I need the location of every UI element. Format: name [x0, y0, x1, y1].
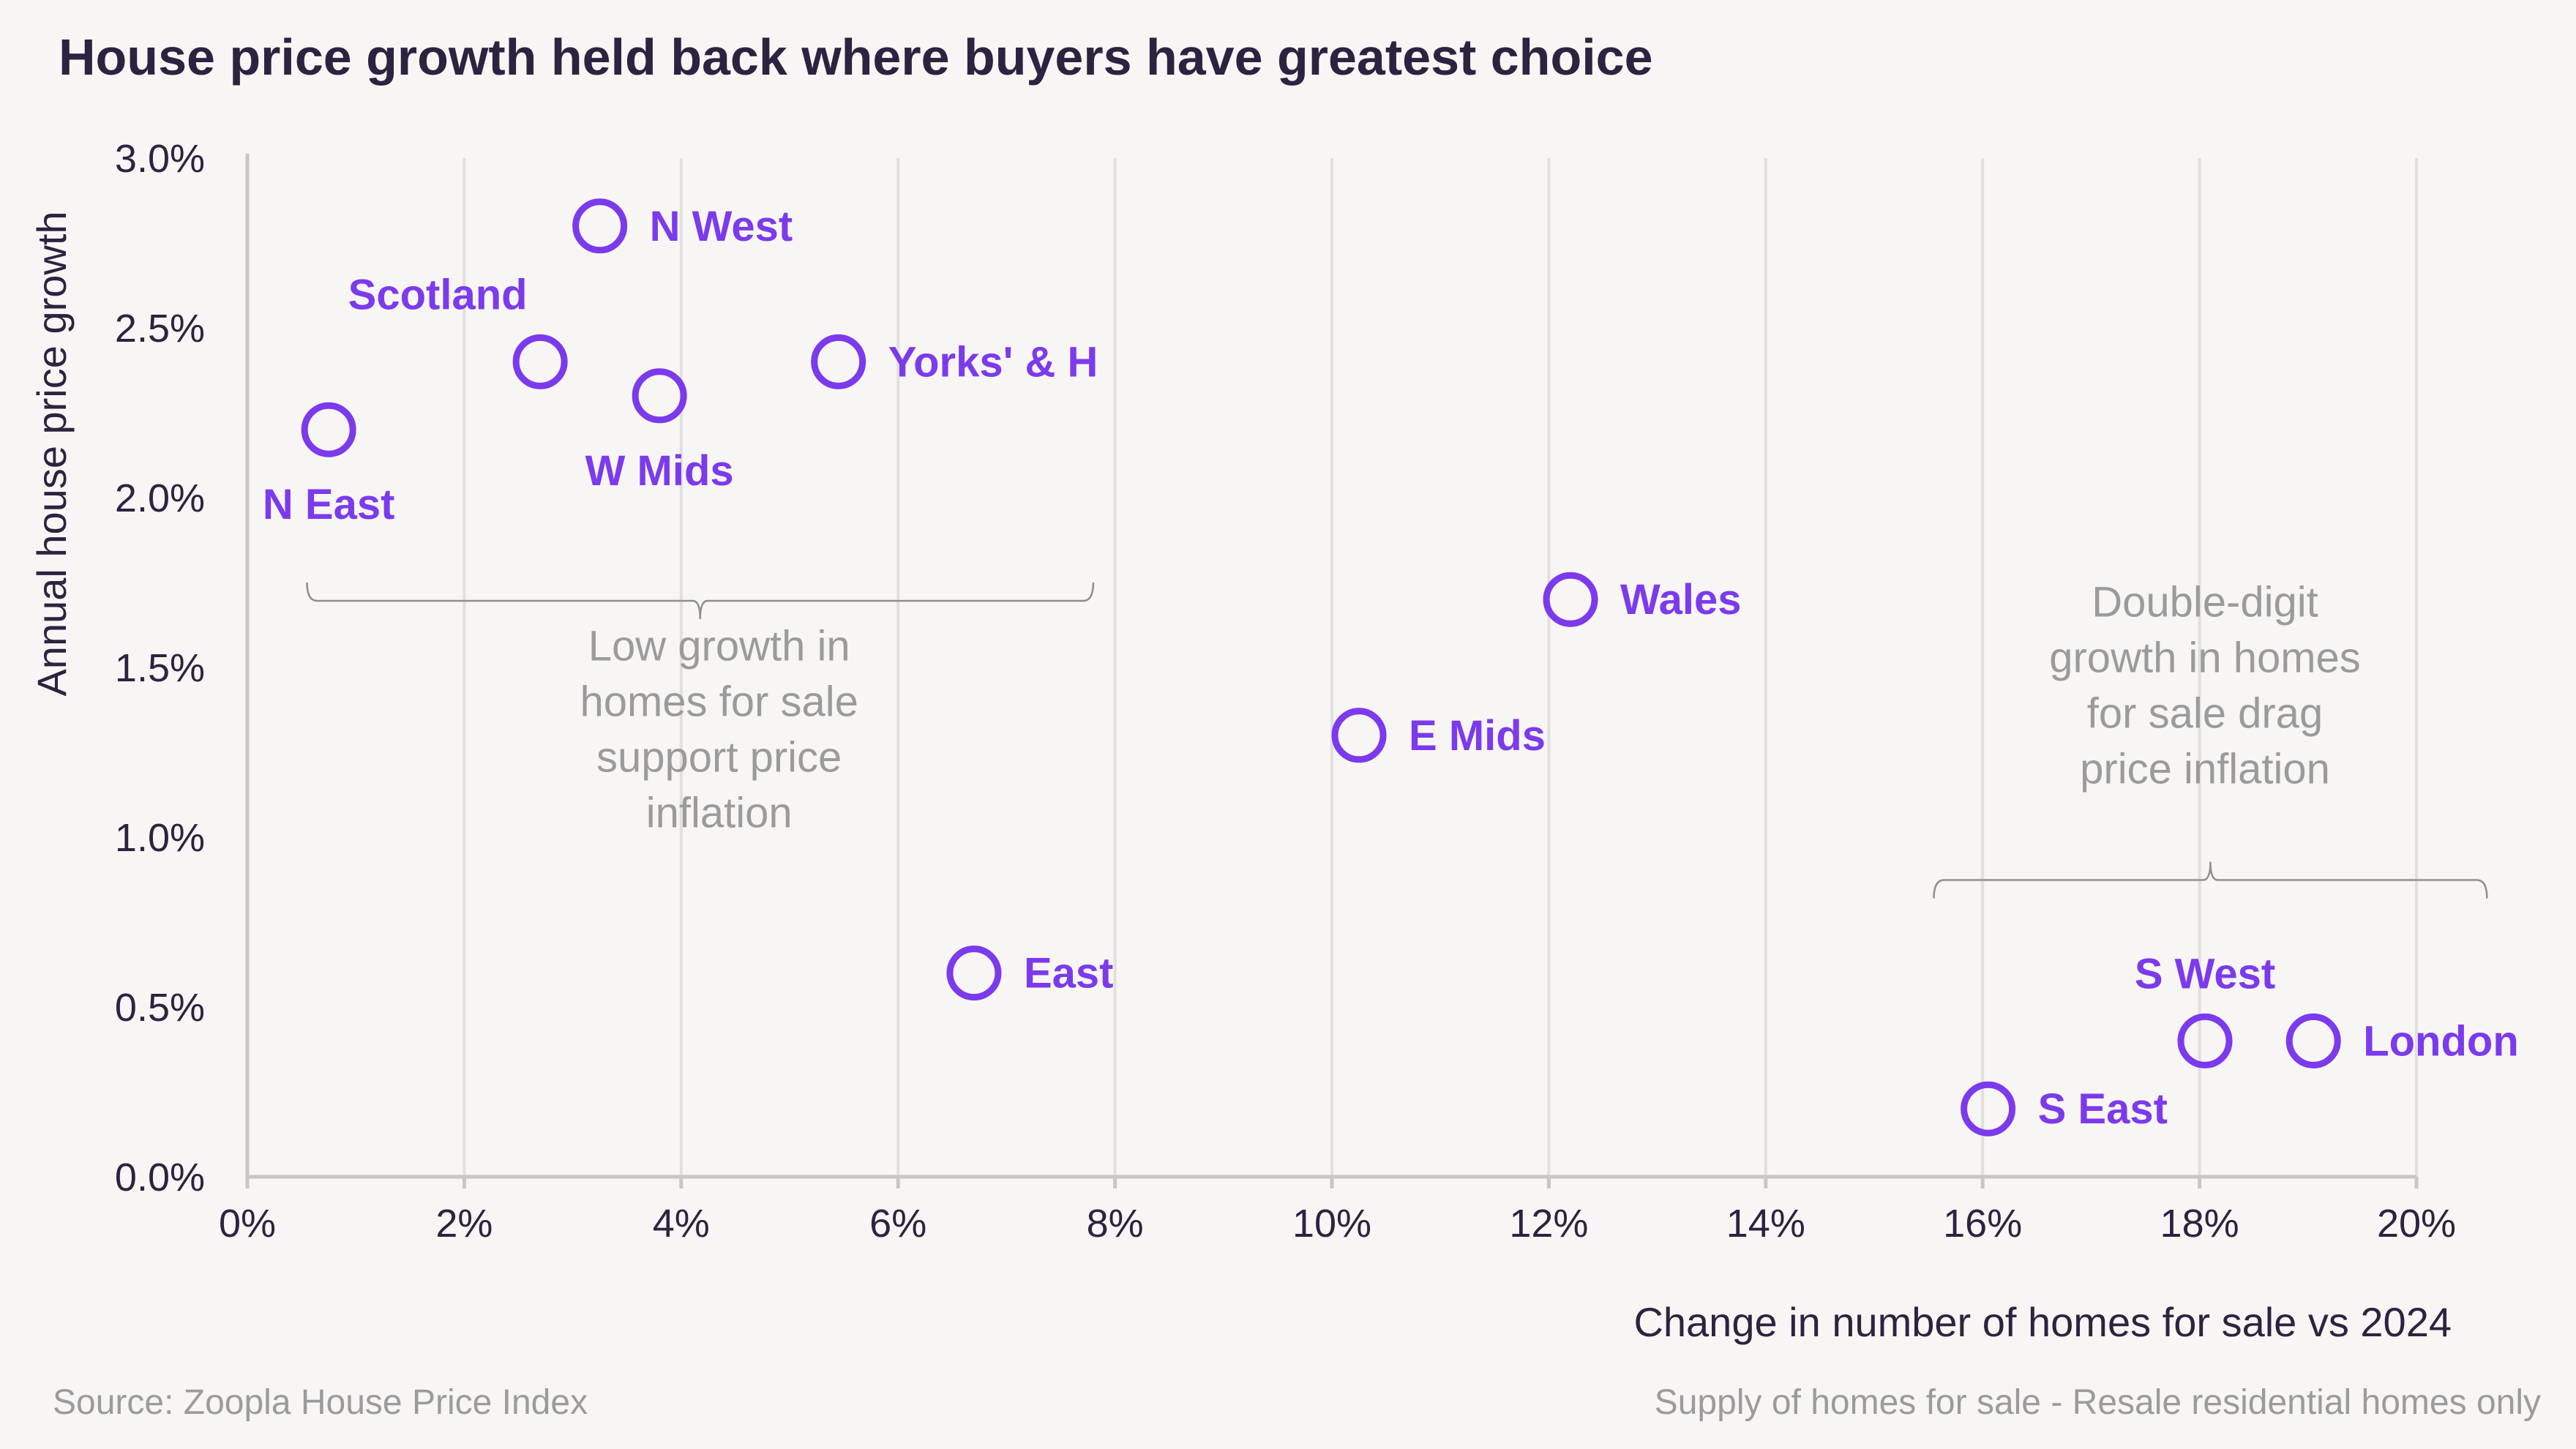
point-s-east: S East [1961, 1081, 2168, 1137]
source-note: Source: Zoopla House Price Index [53, 1383, 588, 1422]
annotation-line: growth in homes [2049, 634, 2361, 681]
point-marker [811, 334, 866, 389]
point-marker [301, 402, 356, 457]
point-label: Scotland [348, 271, 528, 318]
x-tick-label: 0% [219, 1202, 276, 1246]
annotation-double-digit: Double-digit growth in homes for sale drag… [1933, 578, 2488, 899]
x-tick-label: 12% [1509, 1202, 1588, 1246]
annotation-low-growth: Low growth in homes for sale support price… [306, 582, 1095, 837]
annotation-line: price inflation [2080, 745, 2330, 793]
x-tick-label: 6% [869, 1202, 926, 1246]
point-n-east: N East [263, 402, 395, 528]
annotation-brace [1933, 861, 2488, 899]
point-marker [2177, 1013, 2233, 1068]
gridlines [463, 158, 2418, 1177]
point-label: Yorks' & H [888, 338, 1098, 386]
point-label: East [1024, 950, 1114, 997]
chart-title: House price growth held back where buyer… [59, 29, 1653, 86]
point-label: N East [263, 481, 395, 528]
annotation-brace [306, 582, 1095, 620]
y-tick-label: 0.5% [115, 986, 205, 1030]
point-label: Wales [1620, 576, 1741, 624]
x-tick-label: 14% [1726, 1202, 1805, 1246]
y-axis-title: Annual house price growth [29, 211, 75, 696]
point-marker [1543, 572, 1598, 627]
footer-note: Supply of homes for sale - Resale reside… [1655, 1383, 2541, 1422]
annotation-line: Double-digit [2092, 578, 2318, 626]
point-marker [512, 334, 568, 389]
x-tick-label: 18% [2160, 1202, 2239, 1246]
point-label: S West [2135, 950, 2275, 997]
y-axis-ticks: 0.0% 0.5% 1.0% 1.5% 2.0% 2.5% 3.0% [115, 137, 205, 1199]
annotation-line: for sale drag [2087, 689, 2323, 737]
point-marker [572, 198, 628, 254]
point-s-west: S West [2135, 950, 2275, 1068]
point-london: London [2285, 1013, 2519, 1068]
annotation-line: Low growth in [588, 623, 850, 670]
annotation-line: homes for sale [580, 678, 858, 726]
point-scotland: Scotland [348, 271, 568, 389]
y-tick-label: 2.0% [115, 476, 205, 520]
x-tick-label: 8% [1087, 1202, 1144, 1246]
y-tick-label: 2.5% [115, 307, 205, 351]
point-east: East [946, 946, 1114, 1001]
annotation-line: support price [596, 734, 842, 782]
point-wales: Wales [1543, 572, 1742, 627]
point-n-west: N West [572, 198, 793, 254]
point-marker [1331, 708, 1387, 763]
point-marker [2285, 1013, 2341, 1068]
point-marker [1961, 1081, 2016, 1137]
y-tick-label: 0.0% [115, 1156, 205, 1199]
point-marker [946, 946, 1002, 1001]
point-label: S East [2038, 1085, 2168, 1133]
point-label: E Mids [1409, 712, 1546, 760]
annotation-line: inflation [646, 790, 793, 837]
x-axis-ticks: 0% 2% 4% 6% 8% 10% 12% 14% 16% 18% 20% [219, 1177, 2456, 1246]
point-label: London [2363, 1017, 2519, 1065]
point-marker [632, 368, 687, 424]
x-tick-label: 16% [1943, 1202, 2022, 1246]
point-label: N West [650, 203, 793, 250]
x-axis-title: Change in number of homes for sale vs 20… [1633, 1299, 2452, 1345]
point-yorks-h: Yorks' & H [811, 334, 1098, 389]
data-points: N East Scotland N West W Mids Yorks' & H East… [263, 198, 2519, 1137]
y-tick-label: 1.5% [115, 646, 205, 690]
x-tick-label: 4% [653, 1202, 710, 1246]
y-tick-label: 1.0% [115, 816, 205, 860]
y-tick-label: 3.0% [115, 137, 205, 181]
x-tick-label: 20% [2377, 1202, 2456, 1246]
point-e-mids: E Mids [1331, 708, 1546, 763]
point-label: W Mids [585, 447, 734, 495]
x-tick-label: 10% [1292, 1202, 1371, 1246]
point-w-mids: W Mids [585, 368, 734, 495]
x-tick-label: 2% [435, 1202, 493, 1246]
annotations: Low growth in homes for sale support price… [306, 578, 2488, 899]
